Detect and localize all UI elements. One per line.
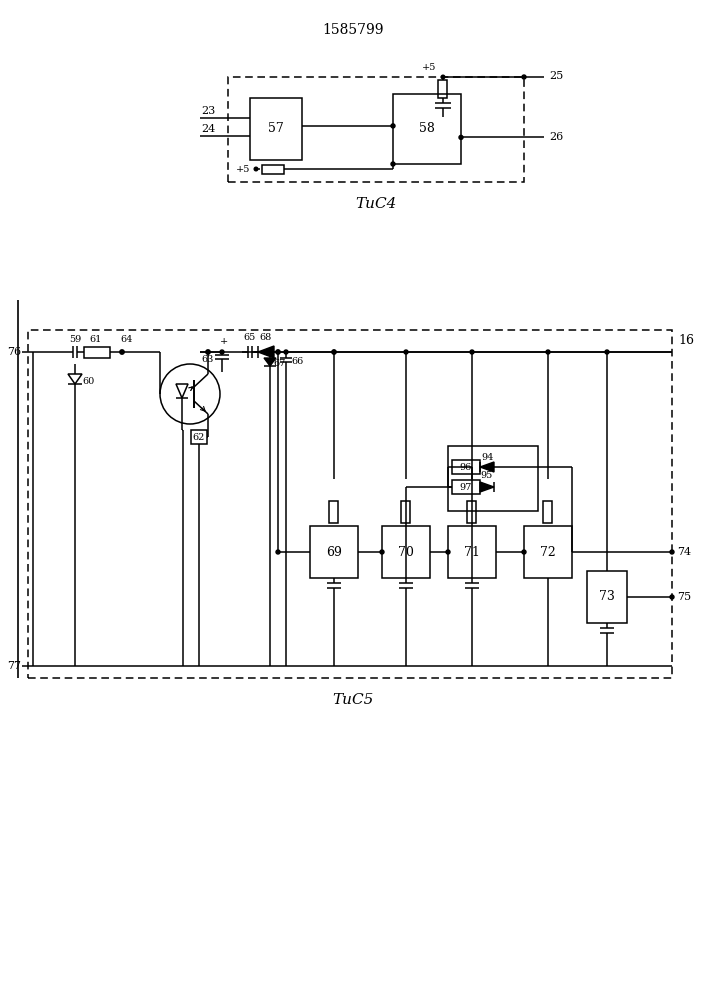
Text: 58: 58 (419, 122, 435, 135)
Circle shape (670, 550, 674, 554)
Bar (84, 347, 110, 358)
Circle shape (206, 350, 210, 354)
Circle shape (119, 350, 124, 354)
Text: +5: +5 (422, 64, 436, 73)
Circle shape (670, 595, 674, 599)
Text: ΤuС5: ΤuС5 (332, 693, 374, 707)
Circle shape (470, 350, 474, 354)
Text: 72: 72 (540, 546, 556, 558)
Bar (448, 446, 538, 511)
Circle shape (268, 350, 272, 354)
Text: +: + (220, 338, 228, 347)
Bar (467, 501, 477, 523)
Circle shape (380, 550, 384, 554)
Circle shape (459, 135, 463, 139)
Bar (382, 526, 430, 578)
Circle shape (255, 167, 258, 171)
Bar (524, 526, 572, 578)
Bar (262, 164, 284, 174)
Bar (329, 501, 339, 523)
Text: 23: 23 (201, 106, 215, 116)
Bar (448, 526, 496, 578)
Bar (191, 430, 207, 444)
Bar (28, 330, 672, 678)
Text: 65: 65 (244, 334, 256, 342)
Bar (402, 501, 411, 523)
Bar (228, 77, 524, 182)
Text: 59: 59 (69, 334, 81, 344)
Text: 64: 64 (121, 334, 133, 344)
Text: 97: 97 (460, 483, 472, 491)
Circle shape (391, 162, 395, 166)
Circle shape (605, 350, 609, 354)
Text: 63: 63 (201, 356, 214, 364)
Circle shape (522, 550, 526, 554)
Circle shape (404, 350, 408, 354)
Text: 94: 94 (481, 454, 494, 462)
Text: ΤuС4: ΤuС4 (356, 197, 397, 211)
Text: 96: 96 (460, 462, 472, 472)
Polygon shape (480, 482, 494, 492)
Bar (250, 98, 302, 160)
Circle shape (546, 350, 550, 354)
Text: 1585799: 1585799 (322, 23, 384, 37)
Text: 73: 73 (599, 590, 615, 603)
Bar (544, 501, 552, 523)
Text: 68: 68 (260, 334, 272, 342)
Text: 69: 69 (326, 546, 342, 558)
Circle shape (332, 350, 336, 354)
Text: 77: 77 (7, 661, 21, 671)
Bar (310, 526, 358, 578)
Text: 66: 66 (292, 357, 304, 365)
Text: 67: 67 (274, 360, 286, 368)
Text: 60: 60 (83, 377, 95, 386)
Bar (452, 460, 480, 474)
Bar (452, 480, 480, 494)
Text: 75: 75 (677, 592, 691, 602)
Circle shape (391, 124, 395, 128)
Polygon shape (480, 462, 494, 472)
Text: 57: 57 (268, 122, 284, 135)
Circle shape (276, 350, 280, 354)
Circle shape (441, 75, 445, 79)
Polygon shape (264, 358, 276, 366)
Circle shape (284, 350, 288, 354)
Circle shape (522, 75, 526, 79)
Text: 74: 74 (677, 547, 691, 557)
Text: 16: 16 (678, 334, 694, 347)
Text: 62: 62 (193, 432, 205, 442)
Bar (438, 80, 448, 98)
Text: 95: 95 (481, 472, 493, 481)
Text: 76: 76 (7, 347, 21, 357)
Text: +5: +5 (236, 164, 250, 174)
Text: 70: 70 (398, 546, 414, 558)
Bar (587, 571, 627, 623)
Polygon shape (258, 346, 274, 358)
Text: 71: 71 (464, 546, 480, 558)
Circle shape (220, 350, 224, 354)
Circle shape (276, 550, 280, 554)
Circle shape (276, 350, 280, 354)
Circle shape (332, 350, 336, 354)
Text: 25: 25 (549, 71, 563, 81)
Text: 24: 24 (201, 124, 215, 134)
Circle shape (446, 550, 450, 554)
Text: 26: 26 (549, 132, 563, 142)
Text: 61: 61 (90, 334, 103, 344)
Bar (393, 94, 461, 164)
